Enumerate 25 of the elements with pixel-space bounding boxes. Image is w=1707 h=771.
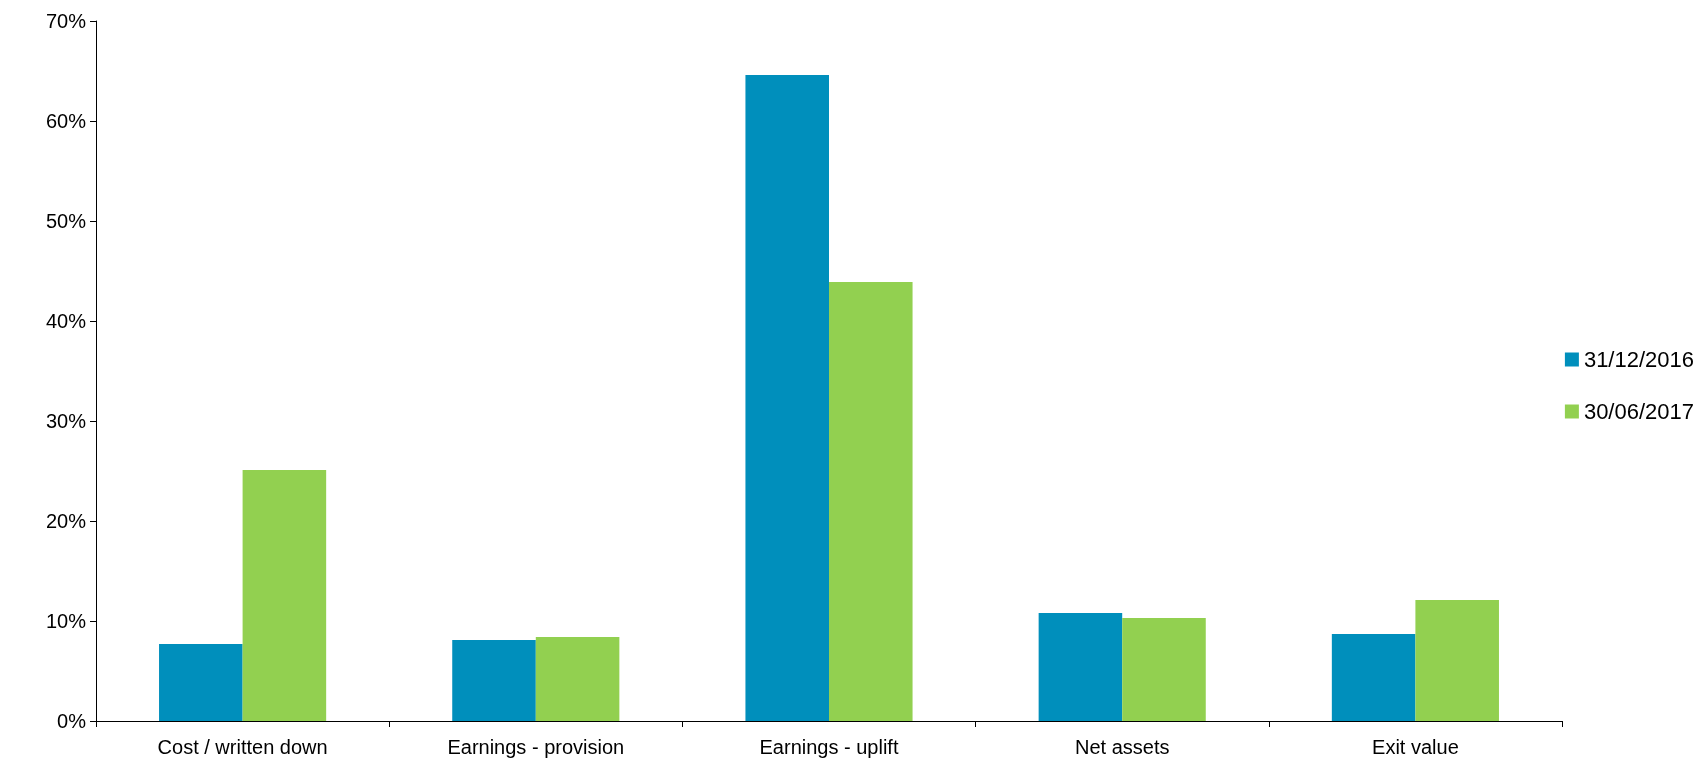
y-tick-label: 70% [45, 10, 87, 32]
bar [452, 640, 536, 721]
bar [1122, 618, 1206, 721]
bar [242, 470, 327, 721]
y-tick-label: 60% [45, 110, 87, 132]
bar [159, 644, 243, 721]
x-tick-label: Exit value [1372, 736, 1459, 758]
y-tick-label: 40% [45, 310, 87, 332]
bar [535, 637, 620, 721]
x-tick-label: Earnings - provision [447, 736, 625, 758]
bar [1331, 634, 1416, 721]
legend-label: 30/06/2017 [1583, 399, 1694, 424]
y-tick-label: 20% [45, 510, 87, 532]
bar [1415, 600, 1499, 721]
bar [829, 282, 913, 721]
bar [745, 75, 829, 721]
y-tick-label: 10% [45, 610, 87, 632]
x-tick-label: Cost / written down [157, 736, 328, 758]
y-tick-label: 30% [45, 410, 87, 432]
y-tick-label: 50% [45, 210, 87, 232]
x-tick-label: Earnings - uplift [759, 736, 899, 758]
bar [1038, 613, 1123, 721]
legend-label: 31/12/2016 [1583, 347, 1694, 372]
x-tick-label: Net assets [1074, 736, 1170, 758]
y-tick-label: 0% [57, 710, 87, 732]
